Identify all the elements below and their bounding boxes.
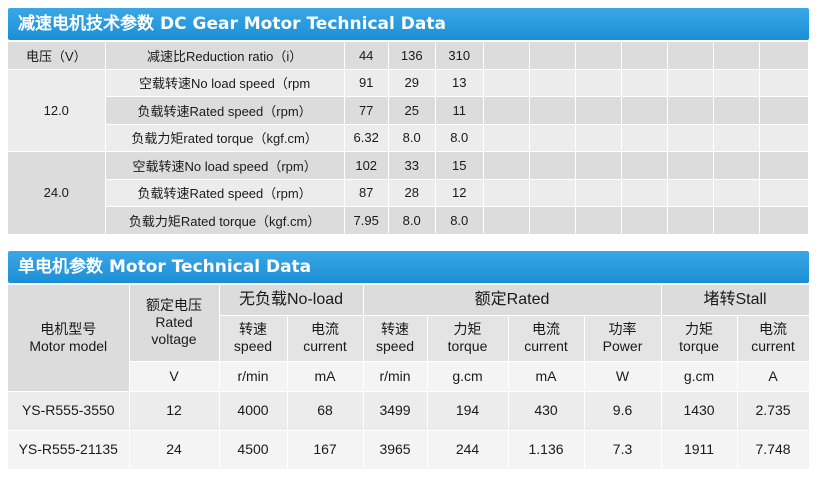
unit-cell: mA (508, 361, 585, 392)
cell: 7.3 (584, 430, 662, 470)
gear-motor-table: 电压（V） 减速比Reduction ratio（i） 44 136 310 1… (8, 42, 810, 235)
model-header-cn: 电机型号 (40, 320, 97, 337)
rated-group-header: 额定Rated (363, 285, 662, 316)
table-row: 负载力矩Rated torque（kgf.cm） 7.95 8.0 8.0 (8, 206, 810, 235)
group-header-row: 电机型号 Motor model 额定电压 Rated voltage 无负载N… (8, 285, 810, 392)
unit-cell: r/min (363, 361, 428, 392)
gear-motor-section-title: 减速电机技术参数 DC Gear Motor Technical Data (8, 8, 809, 40)
model-header: 电机型号 Motor model (8, 285, 130, 392)
cell: 24 (129, 430, 220, 470)
subheader: 力矩 torque (427, 315, 509, 362)
table-row: 负载力矩rated torque（kgf.cm） 6.32 8.0 8.0 (8, 124, 810, 152)
table-row: 12.0 空载转速No load speed（rpm 91 29 13 (8, 69, 810, 152)
cell: 8.0 (435, 124, 484, 152)
subheader: 力矩 torque (661, 315, 738, 362)
cell: 3499 (363, 391, 428, 431)
cell: 3965 (363, 430, 428, 470)
stall-group-header: 堵转Stall (661, 285, 810, 316)
cell: 12 (435, 179, 484, 207)
title-cn: 单电机参数 (18, 257, 103, 277)
subheader: 电流 current (508, 315, 585, 362)
cell: 25 (388, 96, 436, 125)
title-en: Motor Technical Data (109, 257, 312, 277)
model-cell: YS-R555-3550 (8, 391, 130, 431)
title-cn: 减速电机技术参数 (18, 14, 154, 34)
voltage-group-label: 24.0 (8, 151, 106, 235)
cell: 4000 (219, 391, 288, 431)
cell: 2.735 (737, 391, 810, 431)
table-row: YS-R555-21135 24 4500 167 3965 244 1.136… (8, 430, 810, 470)
unit-cell: A (737, 361, 810, 392)
ratio-value: 136 (388, 42, 436, 70)
table-row: 负载转速Rated speed（rpm） 77 25 11 (8, 96, 810, 125)
voltage-header-cn: 额定电压 (146, 297, 202, 314)
subheader: 转速 speed (219, 315, 288, 362)
units-row: V r/min mA r/min g.cm mA W g.cm A (8, 361, 810, 392)
ratio-label: 减速比Reduction ratio（i） (105, 42, 345, 70)
voltage-label: 电压（V） (8, 42, 106, 70)
motor-table: 电机型号 Motor model 额定电压 Rated voltage 无负载N… (8, 285, 810, 470)
title-en: DC Gear Motor Technical Data (160, 14, 446, 34)
cell: 102 (344, 151, 389, 180)
cell: 8.0 (388, 206, 436, 235)
unit-cell: W (584, 361, 662, 392)
table-row: 24.0 空载转速No load speed（rpm） 102 33 15 (8, 151, 810, 235)
cell: 8.0 (388, 124, 436, 152)
cell: 91 (344, 69, 389, 97)
ratio-value: 44 (344, 42, 389, 70)
motor-section-title: 单电机参数 Motor Technical Data (8, 251, 809, 283)
table-row: YS-R555-3550 12 4000 68 3499 194 430 9.6… (8, 391, 810, 431)
voltage-group-label: 12.0 (8, 69, 106, 152)
cell: 28 (388, 179, 436, 207)
row-label: 负载转速Rated speed（rpm） (105, 179, 345, 207)
model-header-en: Motor model (29, 337, 108, 354)
cell: 77 (344, 96, 389, 125)
cell: 29 (388, 69, 436, 97)
cell: 8.0 (435, 206, 484, 235)
cell: 1430 (661, 391, 738, 431)
row-label: 空载转速No load speed（rpm） (105, 151, 345, 180)
sub-header-row: 转速 speed 电流 current 转速 speed 力矩 torque 电流 cur… (8, 315, 810, 362)
model-cell: YS-R555-21135 (8, 430, 130, 470)
voltage-header: 额定电压 Rated voltage (129, 285, 220, 362)
cell: 12 (129, 391, 220, 431)
unit-cell: g.cm (661, 361, 738, 392)
row-label: 负载力矩Rated torque（kgf.cm） (105, 206, 345, 235)
cell: 194 (427, 391, 509, 431)
cell: 87 (344, 179, 389, 207)
unit-cell: g.cm (427, 361, 509, 392)
cell: 167 (287, 430, 364, 470)
cell: 7.748 (737, 430, 810, 470)
cell: 1.136 (508, 430, 585, 470)
subheader: 电流 current (287, 315, 364, 362)
unit-cell: r/min (219, 361, 288, 392)
row-label: 负载力矩rated torque（kgf.cm） (105, 124, 345, 152)
subheader: 功率 Power (584, 315, 662, 362)
cell: 430 (508, 391, 585, 431)
table-row: 负载转速Rated speed（rpm） 87 28 12 (8, 179, 810, 207)
noload-group-header: 无负载No-load (219, 285, 364, 316)
cell: 9.6 (584, 391, 662, 431)
cell: 6.32 (344, 124, 389, 152)
row-label: 空载转速No load speed（rpm (105, 69, 345, 97)
cell: 11 (435, 96, 484, 125)
cell: 33 (388, 151, 436, 180)
row-label: 负载转速Rated speed（rpm） (105, 96, 345, 125)
cell: 15 (435, 151, 484, 180)
cell: 68 (287, 391, 364, 431)
cell: 244 (427, 430, 509, 470)
unit-cell: V (129, 361, 220, 392)
cell: 4500 (219, 430, 288, 470)
unit-cell: mA (287, 361, 364, 392)
voltage-header-en1: Rated (155, 314, 193, 331)
voltage-header-en2: voltage (151, 331, 197, 348)
cell: 7.95 (344, 206, 389, 235)
subheader: 电流 current (737, 315, 810, 362)
cell: 13 (435, 69, 484, 97)
subheader: 转速 speed (363, 315, 428, 362)
header-row: 电压（V） 减速比Reduction ratio（i） 44 136 310 (8, 42, 810, 70)
cell: 1911 (661, 430, 738, 470)
ratio-value: 310 (435, 42, 484, 70)
